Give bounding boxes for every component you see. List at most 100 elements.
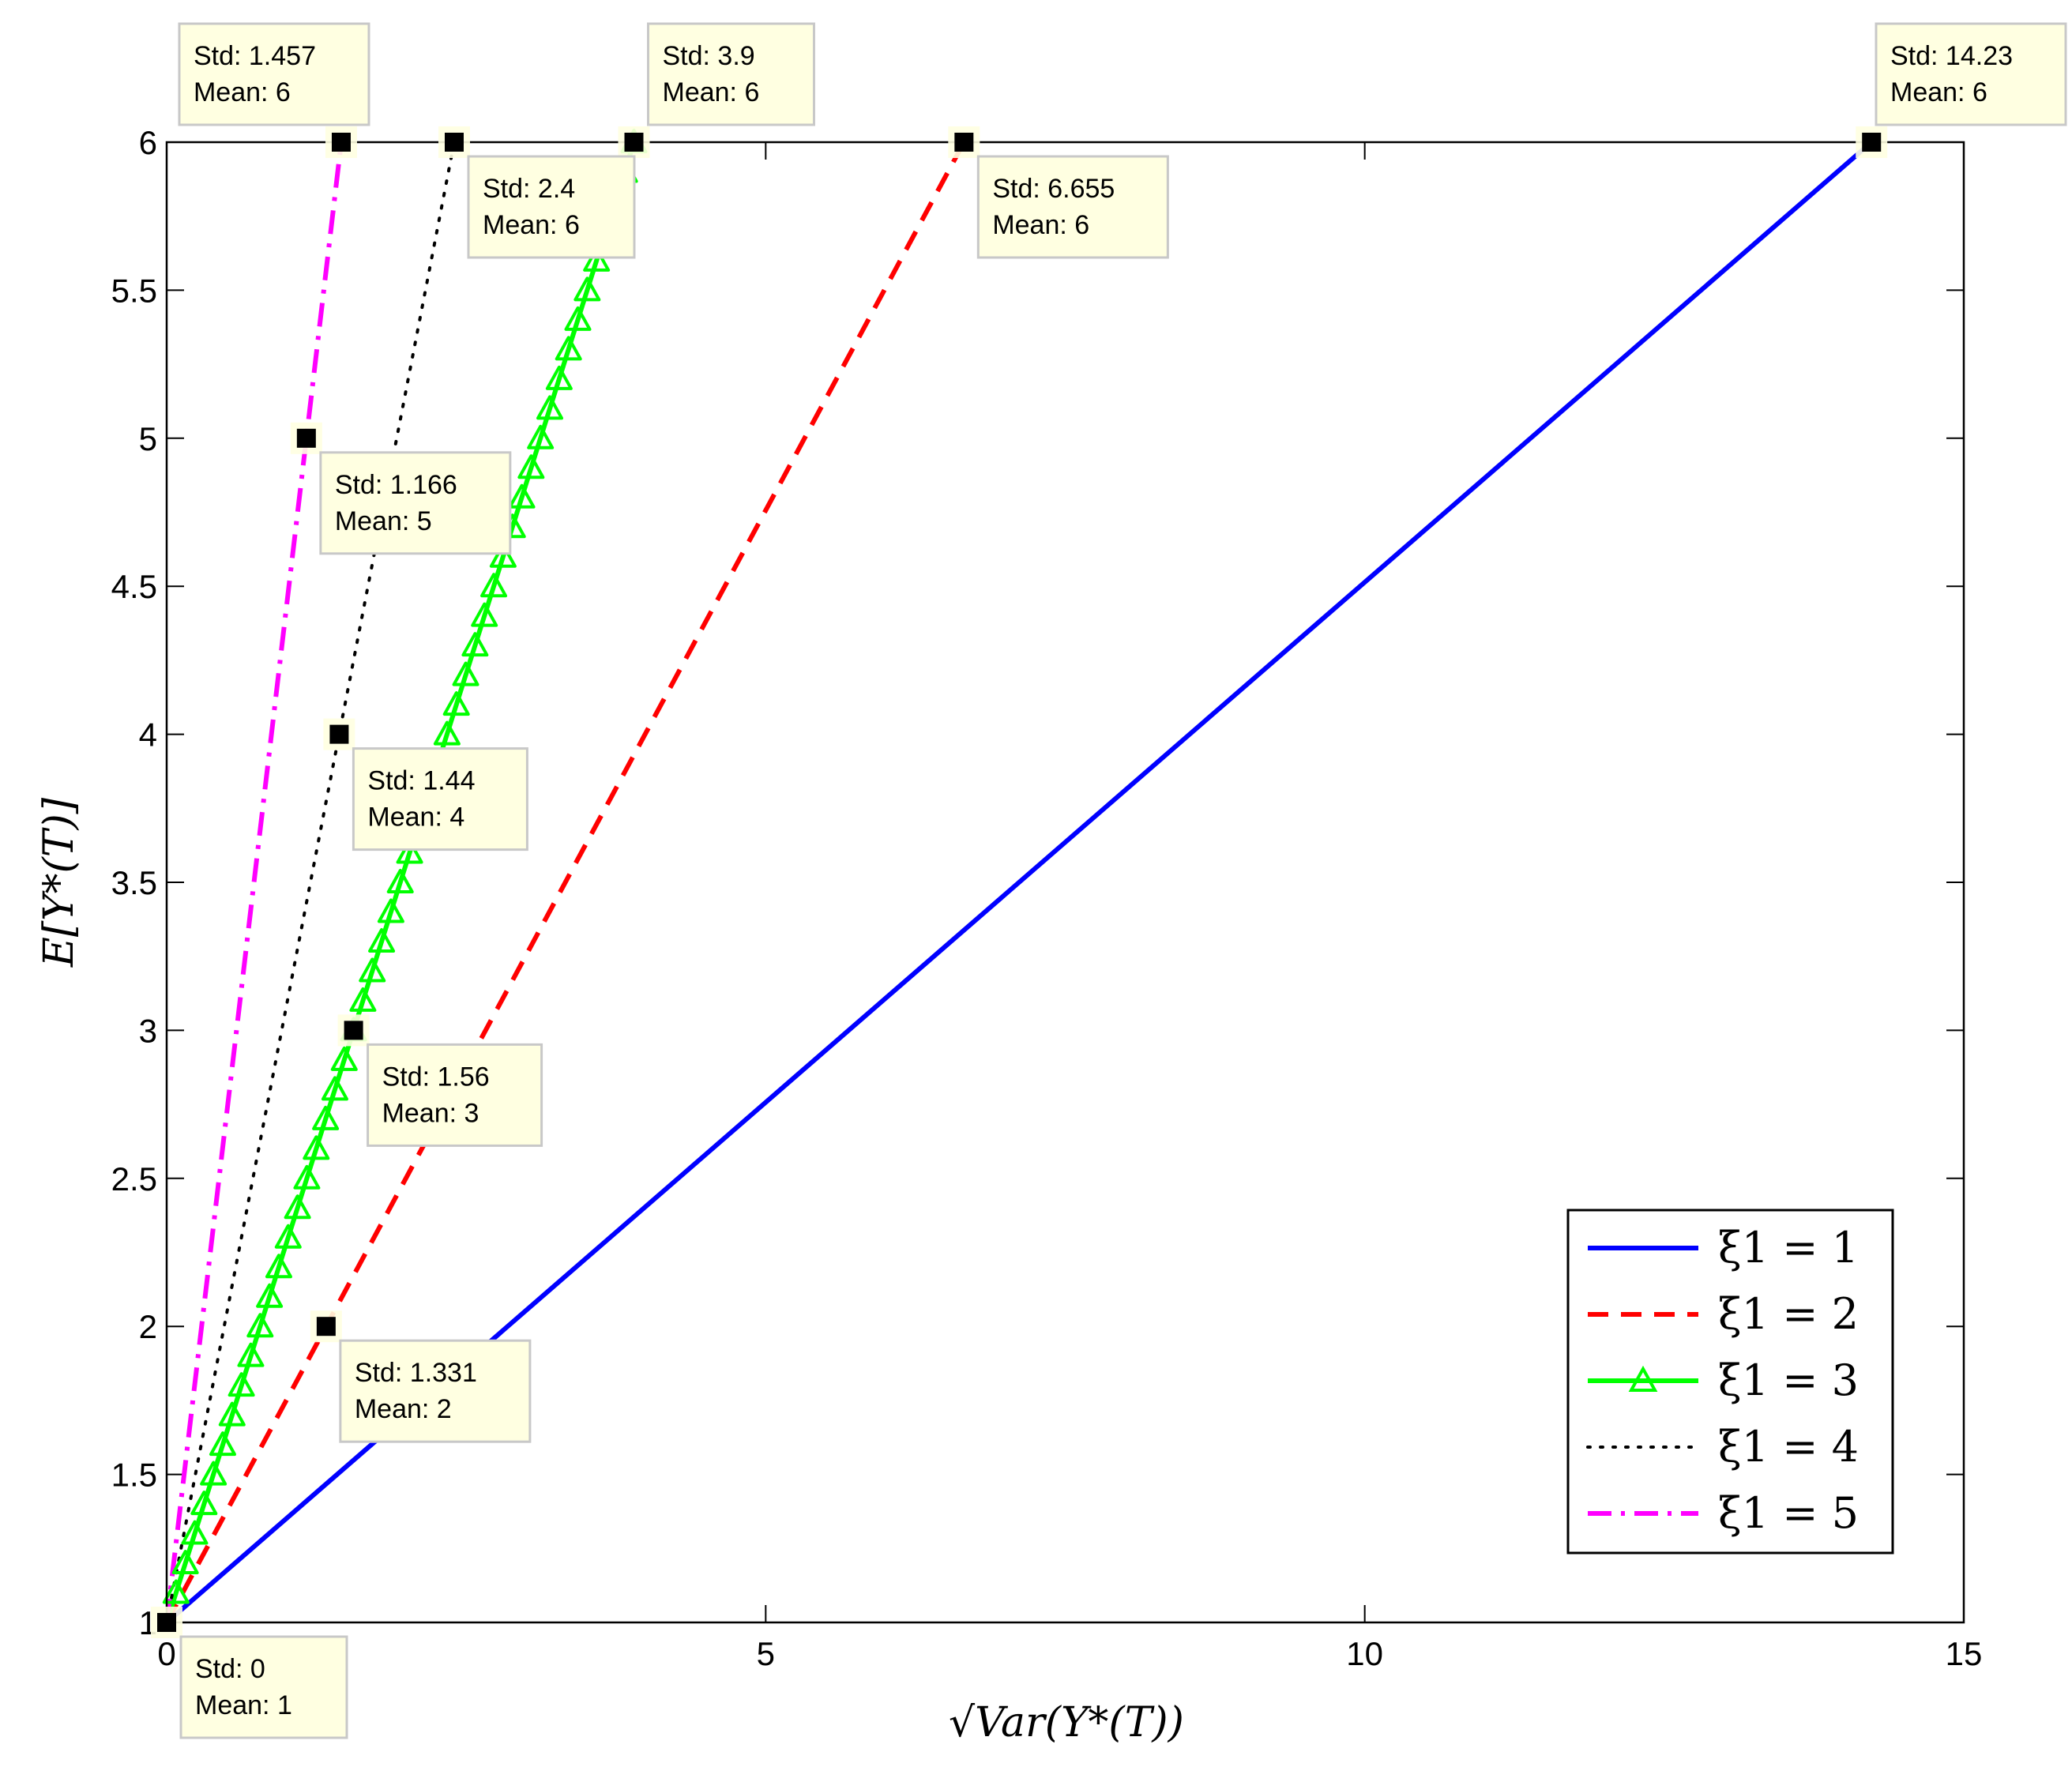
series-marker-triangle	[489, 543, 517, 568]
series-marker-triangle	[564, 306, 592, 331]
series-marker-triangle	[218, 1401, 246, 1427]
series-marker-triangle	[359, 957, 386, 983]
y-tick-label: 3.5	[111, 864, 157, 901]
legend-label-3: ξ1 = 3	[1718, 1355, 1859, 1405]
datatip-box	[467, 155, 636, 259]
datatip-mean-label: Mean: 6	[194, 77, 291, 107]
series-marker-triangle	[312, 1105, 340, 1130]
series-marker-triangle	[471, 602, 498, 627]
datatip-point	[331, 133, 351, 152]
datatip-mean-label: Mean: 6	[992, 210, 1089, 240]
datatip-box	[319, 451, 512, 555]
datatip-mean-label: Mean: 5	[335, 506, 432, 536]
plot-frame	[165, 141, 1965, 1624]
legend-label-1: ξ1 = 1	[1718, 1223, 1859, 1273]
datatip-std-label: Std: 3.9	[663, 41, 755, 71]
datatip-point	[296, 428, 316, 448]
series-marker-triangle	[265, 1254, 292, 1279]
datatip-mean-label: Mean: 6	[663, 77, 760, 107]
series-marker-triangle	[368, 927, 396, 953]
datatip-box	[1875, 22, 2067, 126]
legend: ξ1 = 1 ξ1 = 2 ξ1 = 3 ξ1 = 4 ξ1 = 5	[1566, 1209, 1894, 1555]
datatips: Std: 1.457 Mean: 6 Std: 3.9 Mean: 6 Std: 14.…	[178, 22, 2067, 1739]
series-marker-triangle	[555, 336, 582, 361]
series-marker-triangle	[573, 276, 601, 302]
series-marker-triangle	[190, 1491, 218, 1516]
datatip-point	[316, 1317, 336, 1337]
legend-marker-triangle	[1628, 1365, 1658, 1392]
datatip-box	[339, 1339, 532, 1443]
datatip-mean-label: Mean: 1	[195, 1690, 292, 1720]
series-marker-triangle	[171, 1550, 199, 1575]
series-marker-triangle	[442, 691, 470, 716]
y-tick-label: 1.5	[111, 1457, 157, 1494]
datatip-mean-label: Mean: 3	[382, 1098, 479, 1128]
series-marker-triangle	[536, 395, 564, 420]
series-marker-triangle	[508, 483, 536, 509]
series-marker-triangle	[228, 1372, 255, 1397]
x-tick-label: 10	[1346, 1635, 1383, 1672]
y-tick-label: 2.5	[111, 1160, 157, 1197]
series-marker-triangle	[527, 424, 555, 449]
series-marker-triangle	[433, 720, 461, 746]
x-tick-label: 0	[157, 1635, 175, 1672]
datatip-std-label: Std: 1.56	[382, 1062, 490, 1092]
datatip-mean-label: Mean: 2	[355, 1394, 452, 1424]
series-marker-triangle	[396, 839, 423, 864]
series-marker-triangle	[461, 632, 489, 657]
datatip-mean-label: Mean: 4	[367, 803, 464, 833]
datatip-std-label: Std: 1.457	[194, 41, 316, 71]
series-marker-triangle	[274, 1224, 302, 1249]
series-marker-triangle	[349, 987, 377, 1012]
datatip-std-label: Std: 0	[195, 1654, 265, 1684]
series-marker-triangle	[246, 1313, 274, 1338]
datatip-box	[178, 22, 370, 126]
series-marker-triangle	[330, 1046, 358, 1071]
datatip-std-label: Std: 14.23	[1890, 41, 2013, 71]
series-marker-triangle	[293, 1164, 321, 1190]
series-marker-triangle	[377, 898, 404, 923]
datatip-box	[179, 1635, 348, 1739]
datatip-point	[329, 724, 349, 744]
datatip-point	[1862, 133, 1882, 152]
datatip-point	[344, 1021, 363, 1040]
datatip-std-label: Std: 1.44	[367, 766, 475, 796]
series-marker-triangle	[284, 1194, 311, 1220]
datatip-box	[647, 22, 815, 126]
datatip-point	[157, 1613, 176, 1632]
y-tick-label: 2	[139, 1308, 157, 1345]
series-marker-triangle	[200, 1461, 228, 1486]
datatip-mean-label: Mean: 6	[483, 210, 580, 240]
axis-titles: E[Y*(T)] √Var(Y*(T))	[36, 797, 1184, 1746]
datatip-point	[445, 133, 464, 152]
x-axis-title: √Var(Y*(T))	[949, 1699, 1184, 1746]
datatip-box	[367, 1043, 543, 1147]
series-marker-triangle	[256, 1283, 284, 1308]
series-marker-triangle	[181, 1520, 209, 1545]
datatip-std-label: Std: 1.166	[335, 470, 457, 500]
series-marker-triangle	[517, 454, 545, 479]
y-tick-label: 4	[139, 716, 157, 754]
legend-label-2: ξ1 = 2	[1718, 1289, 1859, 1339]
y-tick-label: 5	[139, 420, 157, 457]
datatip-mean-label: Mean: 6	[1890, 77, 1987, 107]
x-tick-label: 15	[1946, 1635, 1983, 1672]
series-marker-triangle	[583, 246, 611, 272]
series-marker-triangle	[209, 1431, 236, 1457]
datatip-point	[954, 133, 974, 152]
x-tick-label: 5	[757, 1635, 775, 1672]
y-axis-title: E[Y*(T)]	[36, 797, 83, 968]
datatip-box	[976, 155, 1169, 259]
datatip-std-label: Std: 2.4	[483, 174, 575, 204]
y-tick-label: 3	[139, 1012, 157, 1049]
series-marker-triangle	[545, 365, 573, 390]
datatip-points	[151, 126, 1888, 1638]
datatip-std-label: Std: 1.331	[355, 1358, 477, 1388]
series-marker-triangle	[321, 1076, 348, 1101]
series-marker-triangle	[386, 869, 414, 893]
legend-label-4: ξ1 = 4	[1718, 1422, 1859, 1472]
series-marker-triangle	[237, 1342, 265, 1367]
series-marker-triangle	[162, 1579, 190, 1604]
datatip-point	[624, 133, 644, 152]
